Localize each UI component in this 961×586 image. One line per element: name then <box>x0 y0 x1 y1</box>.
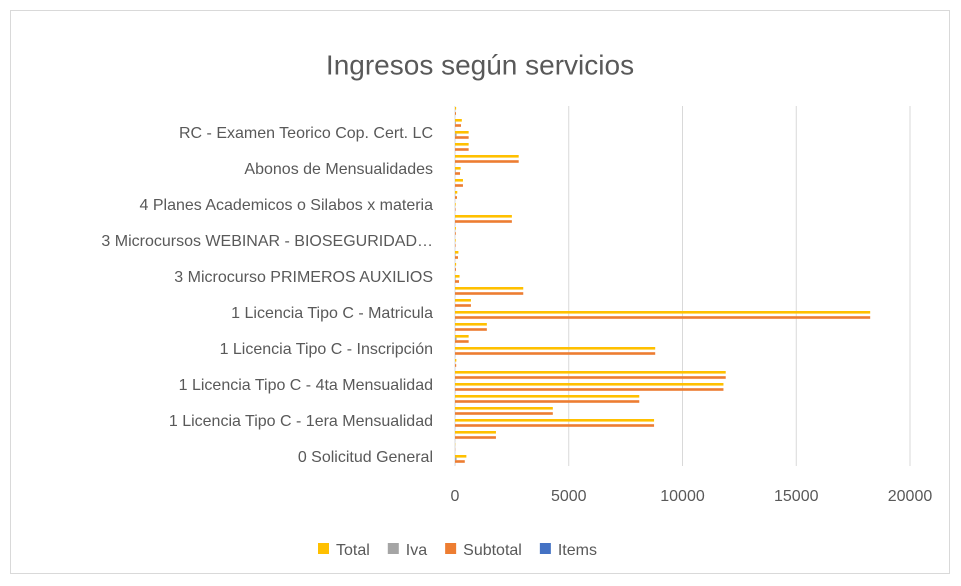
bar <box>455 107 456 110</box>
bar <box>455 112 456 115</box>
bar <box>455 371 726 374</box>
x-tick-label: 10000 <box>660 488 705 505</box>
bar <box>455 419 654 422</box>
bar <box>455 196 457 199</box>
bar <box>455 383 723 386</box>
bar <box>455 455 466 458</box>
bar <box>455 458 457 461</box>
y-tick-label: RC - Examen Teorico Cop. Cert. LC <box>179 125 433 142</box>
bar <box>455 436 496 439</box>
x-tick-label: 20000 <box>888 488 933 505</box>
bar <box>455 134 457 137</box>
bar <box>455 170 456 173</box>
bar <box>455 220 512 223</box>
bar <box>455 278 456 281</box>
bar <box>455 244 456 247</box>
bar <box>455 179 463 182</box>
y-tick-label: 1 Licencia Tipo C - Matricula <box>231 305 433 322</box>
bar <box>455 364 456 367</box>
bar <box>455 424 654 427</box>
bar <box>455 460 465 463</box>
x-tick-label: 15000 <box>774 488 819 505</box>
legend-swatch <box>318 543 329 554</box>
legend-swatch <box>540 543 551 554</box>
bar <box>455 136 469 139</box>
bar <box>455 208 456 211</box>
bar <box>455 328 487 331</box>
bar <box>455 395 639 398</box>
x-tick-label: 0 <box>451 488 460 505</box>
bar <box>455 304 471 307</box>
bar <box>455 287 523 290</box>
legend-swatch <box>388 543 399 554</box>
bar <box>455 338 457 341</box>
bar <box>455 412 553 415</box>
chart-title: Ingresos según servicios <box>326 49 634 80</box>
bar <box>455 340 469 343</box>
bar <box>455 184 463 187</box>
bar <box>455 407 553 410</box>
bar <box>455 232 456 235</box>
legend-label: Total <box>336 542 370 559</box>
y-tick-label: 1 Licencia Tipo C - Inscripción <box>220 341 433 358</box>
bar <box>455 359 456 362</box>
bar <box>455 268 456 271</box>
legend-swatch <box>445 543 456 554</box>
bar <box>455 227 456 230</box>
bar <box>455 215 512 218</box>
bar <box>455 275 460 278</box>
bar <box>455 323 487 326</box>
bar <box>455 299 471 302</box>
bar <box>455 203 456 206</box>
bar <box>455 167 461 170</box>
bar <box>455 155 519 158</box>
y-tick-label: 4 Planes Academicos o Silabos x materia <box>140 197 434 214</box>
bar <box>455 119 462 122</box>
bar <box>455 251 458 254</box>
bar <box>455 388 723 391</box>
bar <box>455 122 456 125</box>
bar <box>455 376 726 379</box>
legend-label: Subtotal <box>463 542 522 559</box>
bar <box>455 143 469 146</box>
bar <box>455 263 456 266</box>
y-tick-label: 1 Licencia Tipo C - 4ta Mensualidad <box>179 377 433 394</box>
bar <box>455 160 519 163</box>
y-tick-label: Abonos de Mensualidades <box>244 161 433 178</box>
bar <box>455 292 523 295</box>
y-tick-label: 3 Microcursos WEBINAR - BIOSEGURIDAD… <box>101 233 433 250</box>
bar <box>455 400 639 403</box>
bar <box>455 131 469 134</box>
bar <box>455 148 469 151</box>
y-tick-label: 0 Solicitud General <box>298 449 433 466</box>
bar <box>455 352 655 355</box>
bar <box>455 256 458 259</box>
bar <box>455 239 456 242</box>
bar <box>455 431 496 434</box>
y-tick-label: 3 Microcurso PRIMEROS AUXILIOS <box>174 269 433 286</box>
bar <box>455 280 459 283</box>
bar <box>455 311 870 314</box>
bar <box>455 172 460 175</box>
bar <box>455 191 457 194</box>
y-tick-label: 1 Licencia Tipo C - 1era Mensualidad <box>169 413 433 430</box>
bar <box>455 347 655 350</box>
bar <box>455 316 870 319</box>
bar <box>455 335 469 338</box>
x-tick-label: 5000 <box>551 488 587 505</box>
bar <box>455 124 461 127</box>
legend-label: Iva <box>406 542 427 559</box>
legend-label: Items <box>558 542 597 559</box>
